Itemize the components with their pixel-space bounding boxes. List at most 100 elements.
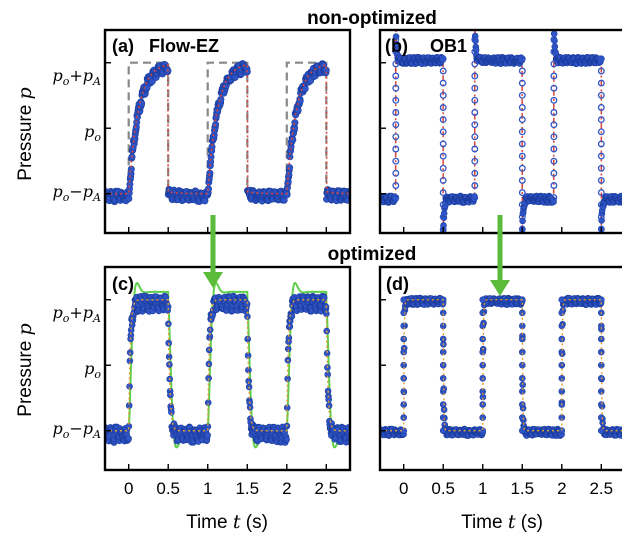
panel-b-transition-point <box>597 116 605 124</box>
ytick-top-low: po−pA <box>53 182 102 204</box>
panel-c-fit-line <box>105 298 350 432</box>
panel-d-transition-point <box>439 374 447 382</box>
panel-b-transition-point <box>597 213 605 221</box>
panel-b-transition-point <box>518 104 526 111</box>
panel-b-transition-point <box>439 128 447 136</box>
ytick-bottom-low: po−pA <box>53 419 102 441</box>
panel-b-device-label: OB1 <box>430 36 467 56</box>
panel-b-transition-point <box>550 96 558 104</box>
panel-b-transition-point <box>550 121 558 129</box>
panel-b-transition-point <box>439 176 447 184</box>
panel-d-data-point <box>519 381 527 389</box>
panel-b-transition-point <box>550 133 558 141</box>
panel-b-transition-point <box>518 176 526 184</box>
panel-b-transition-point <box>597 128 605 136</box>
panel-b-transition-point <box>439 55 447 63</box>
panel-c-xtick-label: 1.5 <box>235 479 259 498</box>
panel-b-transition-point <box>597 152 605 160</box>
panel-d-transition-point <box>558 309 566 317</box>
panel-b: (b) OB1 <box>378 28 622 235</box>
panel-b-transition-point <box>471 96 479 104</box>
panel-b-transition-point <box>550 169 558 177</box>
panel-b-transition-point <box>471 109 479 116</box>
panel-d-transition-point <box>439 414 447 421</box>
ytick-bottom-mid: po <box>84 359 101 381</box>
panel-c-measured-series <box>105 292 350 446</box>
panel-b-transition-point <box>392 48 400 56</box>
panel-d-transition-point <box>479 296 487 304</box>
panel-b-transition-point <box>439 67 447 75</box>
arrow-left-head <box>203 272 223 288</box>
panel-b-transition-point <box>597 104 605 111</box>
panel-d-transition-point <box>597 414 605 421</box>
panel-d-transition-point <box>400 309 408 317</box>
panel-b-transition-point <box>439 140 447 148</box>
panel-b-transition-point <box>471 157 479 165</box>
panel-b-transition-point <box>471 60 479 68</box>
panel-c-xtick-label: 2.5 <box>314 479 338 498</box>
panel-b-transition-point <box>550 36 558 43</box>
panel-b-transition-point <box>471 84 479 92</box>
arrow-right <box>490 215 510 296</box>
panel-b-transition-point <box>550 109 558 116</box>
panel-b-transition-point <box>550 60 558 68</box>
panel-c-letter: (c) <box>112 274 134 294</box>
panel-a-data-point <box>296 97 304 105</box>
panel-b-transition-point <box>550 182 558 189</box>
panel-b-transition-point <box>392 169 400 177</box>
panel-a-data-point <box>138 99 146 107</box>
panel-d-xtick-label: 2.5 <box>589 479 613 498</box>
panel-b-transition-point <box>597 176 605 184</box>
panel-b-transition-point <box>439 213 447 221</box>
panel-a-device-label: Flow-EZ <box>149 36 219 56</box>
panel-c-data-point <box>283 436 290 443</box>
panel-d-transition-point <box>479 309 487 317</box>
panel-b-transition-point <box>518 79 526 87</box>
xlabel-left: Time t (s) <box>186 511 268 533</box>
ylabel-top: Pressure p <box>14 87 36 180</box>
panel-c-frame <box>103 265 352 472</box>
panel-b-transition-point <box>392 96 400 104</box>
panel-b-transition-point <box>439 201 447 209</box>
panel-b-transition-point <box>439 164 447 172</box>
panel-a-frame <box>103 28 352 235</box>
panel-b-transition-point <box>518 128 526 136</box>
panel-d-transition-point <box>558 322 566 330</box>
panel-b-transition-point <box>518 213 526 221</box>
panel-b-transition-point <box>439 152 447 160</box>
panel-b-transition-point <box>518 201 526 209</box>
panel-a-data-point <box>301 85 309 93</box>
panel-b-transition-point <box>392 60 400 68</box>
ytick-bottom-high: po+pA <box>53 303 102 325</box>
panel-c-xtick-label: 0 <box>124 479 133 498</box>
panel-d-transition-point <box>400 322 408 330</box>
panel-a-reference-square <box>105 61 350 195</box>
panel-c-predicted-line <box>105 281 350 449</box>
panel-d-transition-point <box>558 296 566 304</box>
arrow-right-head <box>490 280 510 296</box>
panel-d-transition-point <box>479 322 487 330</box>
panel-b-transition-point <box>597 164 605 172</box>
panel-b-transition-point <box>597 189 605 197</box>
panel-b-transition-point <box>518 67 526 75</box>
panel-b-transition-point <box>392 72 400 80</box>
panel-d-xtick-label: 0.5 <box>431 479 455 498</box>
panel-b-transition-point <box>439 104 447 111</box>
panel-b-transition-point <box>550 157 558 165</box>
panel-d-xtick-label: 0 <box>399 479 408 498</box>
panel-c-xtick-label: 1 <box>203 479 212 498</box>
panel-b-transition-point <box>392 194 400 202</box>
panel-b-transition-point <box>518 91 526 99</box>
panel-d-transition-point <box>518 414 526 421</box>
panel-b-transition-point <box>597 67 605 75</box>
panel-a-data-point <box>283 191 291 199</box>
panel-b-transition-point <box>471 48 479 56</box>
panel-b-transition-point <box>597 79 605 87</box>
panel-b-transition-point <box>439 189 447 197</box>
panel-b-transition-point <box>550 194 558 202</box>
xlabel-right: Time t (s) <box>461 511 543 533</box>
panel-d-xtick-label: 1.5 <box>510 479 534 498</box>
panel-d-xtick-label: 2 <box>557 479 566 498</box>
panel-a-data-point <box>289 136 297 144</box>
panel-b-transition-point <box>550 145 558 153</box>
